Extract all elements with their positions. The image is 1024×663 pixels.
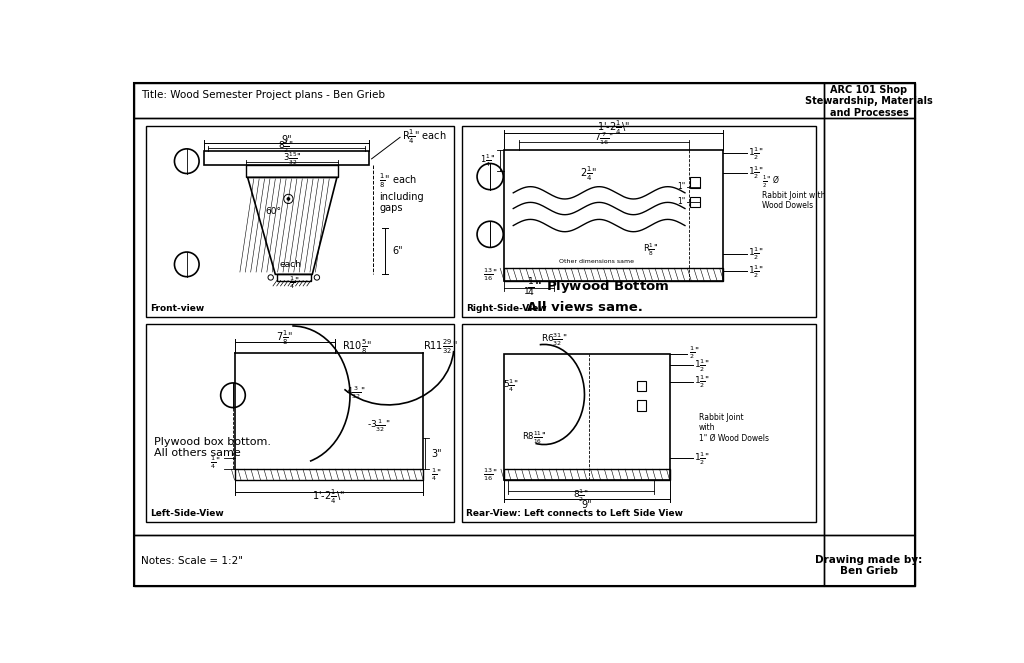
Text: Right-Side-View: Right-Side-View <box>466 304 547 313</box>
Bar <box>690 177 699 188</box>
Bar <box>690 197 699 208</box>
Text: $\frac{1}{4}$" Plywood Bottom
All views same.: $\frac{1}{4}$" Plywood Bottom All views … <box>527 277 670 314</box>
Text: 7$\frac{7}{16}$": 7$\frac{7}{16}$" <box>594 131 614 147</box>
Bar <box>823 84 915 118</box>
Text: 7$\frac{1}{8}$": 7$\frac{1}{8}$" <box>275 328 293 347</box>
Text: 1": 1" <box>523 287 534 296</box>
Text: $8\frac{1}{2}$": $8\frac{1}{2}$" <box>279 139 295 155</box>
Bar <box>146 324 454 522</box>
Text: R11$\frac{29}{32}$": R11$\frac{29}{32}$" <box>423 337 458 356</box>
Text: Left-Side-View: Left-Side-View <box>151 509 224 518</box>
Bar <box>276 274 310 280</box>
Text: Plywood box bottom.
All others same: Plywood box bottom. All others same <box>154 437 270 458</box>
Text: 1$\frac{1}{2}$": 1$\frac{1}{2}$" <box>694 357 711 373</box>
Bar <box>823 118 915 534</box>
Circle shape <box>288 198 290 200</box>
Text: $\frac{13}{16}$": $\frac{13}{16}$" <box>483 266 498 282</box>
Text: 60°: 60° <box>265 208 281 217</box>
Bar <box>504 150 724 280</box>
Bar <box>504 355 670 480</box>
Bar <box>637 381 646 391</box>
Text: $\frac{1}{4}$": $\frac{1}{4}$" <box>289 274 299 291</box>
Text: 9": 9" <box>582 500 592 510</box>
Bar <box>134 534 823 586</box>
Text: $\frac{1}{4}$": $\frac{1}{4}$" <box>431 466 441 483</box>
Text: Notes: Scale = 1:2": Notes: Scale = 1:2" <box>140 556 243 566</box>
Bar <box>246 165 339 177</box>
Bar <box>134 84 823 118</box>
Text: 1$\frac{1}{2}$": 1$\frac{1}{2}$" <box>694 374 711 391</box>
Text: 2$\frac{1}{4}$": 2$\frac{1}{4}$" <box>580 165 597 184</box>
Text: 4$\frac{3}{32}$": 4$\frac{3}{32}$" <box>346 385 367 401</box>
Text: Rear-View: Left connects to Left Side View: Rear-View: Left connects to Left Side Vi… <box>466 509 683 518</box>
Text: $\frac{1}{8}$" each
including
gaps: $\frac{1}{8}$" each including gaps <box>379 172 424 213</box>
Text: R10$\frac{5}{8}$": R10$\frac{5}{8}$" <box>342 337 373 356</box>
Text: ARC 101 Shop
Stewardship, Materials
and Processes: ARC 101 Shop Stewardship, Materials and … <box>805 84 933 118</box>
Text: R$\frac{1}{4}$" each: R$\frac{1}{4}$" each <box>401 128 446 147</box>
Text: 1$\frac{1}{2}$": 1$\frac{1}{2}$" <box>749 145 764 162</box>
Text: 1$\frac{1}{2}$": 1$\frac{1}{2}$" <box>749 263 764 280</box>
Text: each: each <box>280 260 302 269</box>
Bar <box>234 469 423 480</box>
Text: $\frac{1}{4}$": $\frac{1}{4}$" <box>210 455 220 471</box>
Bar <box>134 118 823 534</box>
Text: $3\frac{15}{32}$": $3\frac{15}{32}$" <box>283 151 302 167</box>
Text: 1$\frac{1}{2}$": 1$\frac{1}{2}$" <box>749 245 764 262</box>
Bar <box>462 126 816 318</box>
Text: 1'-2$\frac{1}{4}$\": 1'-2$\frac{1}{4}$\" <box>597 119 630 137</box>
Text: 8$\frac{1}{2}$": 8$\frac{1}{2}$" <box>573 487 589 504</box>
Text: 3": 3" <box>431 449 441 459</box>
Text: 1$\frac{1}{4}$": 1$\frac{1}{4}$" <box>479 152 495 168</box>
Text: $\frac{1}{2}$": $\frac{1}{2}$" <box>689 345 699 361</box>
Bar <box>462 324 816 522</box>
Text: 1'-2$\frac{1}{4}$\": 1'-2$\frac{1}{4}$\" <box>312 488 345 506</box>
Text: $\frac{13}{16}$": $\frac{13}{16}$" <box>483 466 498 483</box>
Text: Title: Wood Semester Project plans - Ben Grieb: Title: Wood Semester Project plans - Ben… <box>140 90 385 99</box>
Text: 9": 9" <box>282 135 292 145</box>
Text: 1$\frac{1}{2}$": 1$\frac{1}{2}$" <box>694 450 711 467</box>
Bar <box>504 469 670 480</box>
Text: Drawing made by:
Ben Grieb: Drawing made by: Ben Grieb <box>815 555 923 576</box>
Bar <box>204 151 370 165</box>
Text: Front-view: Front-view <box>151 304 205 313</box>
Text: 6": 6" <box>392 246 403 257</box>
Text: R6$\frac{31}{32}$": R6$\frac{31}{32}$" <box>541 332 567 348</box>
Text: -3$\frac{1}{32}$": -3$\frac{1}{32}$" <box>367 418 390 434</box>
Text: $\frac{1}{2}$" Ø
Rabbit Joint with
Wood Dowels: $\frac{1}{2}$" Ø Rabbit Joint with Wood … <box>762 174 825 210</box>
Text: 1": 1" <box>677 198 685 206</box>
Text: Rabbit Joint
with
1" Ø Wood Dowels: Rabbit Joint with 1" Ø Wood Dowels <box>698 412 769 442</box>
Text: 1": 1" <box>677 182 685 191</box>
Bar <box>637 400 646 410</box>
Text: 5$\frac{1}{4}$": 5$\frac{1}{4}$" <box>504 377 519 394</box>
Bar <box>823 534 915 586</box>
Bar <box>146 126 454 318</box>
Text: 1$\frac{1}{2}$": 1$\frac{1}{2}$" <box>749 164 764 181</box>
Text: R$\frac{1}{8}$": R$\frac{1}{8}$" <box>642 241 658 258</box>
Text: R8$\frac{11}{16}$": R8$\frac{11}{16}$" <box>522 430 547 446</box>
Bar <box>504 269 724 280</box>
Text: Other dimensions same: Other dimensions same <box>559 259 634 264</box>
